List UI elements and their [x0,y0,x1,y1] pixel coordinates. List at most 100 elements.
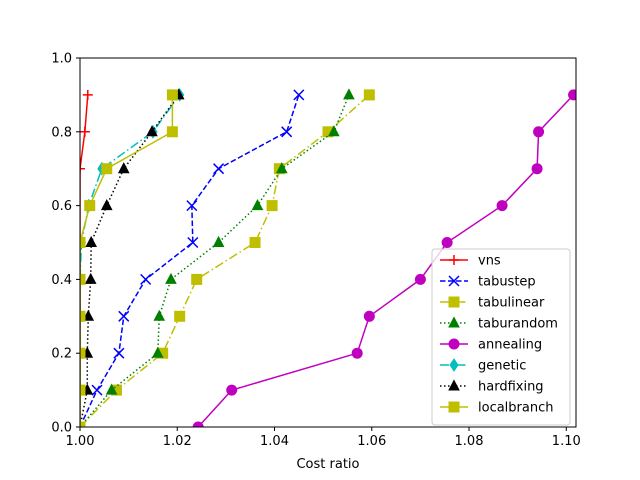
series-genetic [80,87,185,427]
data-point [166,126,178,138]
legend-item-hardfixing: hardfixing [440,379,544,395]
legend-label: hardfixing [478,380,544,395]
series-tabustep [80,89,305,427]
x-axis-label: Cost ratio [296,457,359,472]
data-point [266,200,278,212]
legend-marker [449,358,459,372]
data-point [293,89,305,101]
data-point [186,200,198,212]
axes-frame [79,57,577,428]
y-tick-label: 0.6 [51,199,72,214]
y-tick-label: 1.0 [51,52,72,67]
series-line [80,94,89,427]
legend-marker [449,255,459,265]
series-vns [80,89,93,427]
data-point [191,273,203,285]
legend-label: vns [478,254,501,269]
legend-item-localbranch: localbranch [440,401,553,416]
data-point [363,310,375,322]
data-point [226,384,238,396]
data-point [351,347,363,359]
data-point [80,421,86,427]
legend-label: tabulinear [478,296,545,311]
data-point [113,347,125,359]
data-point [153,309,166,321]
data-point [80,237,86,248]
data-point [80,347,86,359]
x-tick-label: 1.10 [552,434,581,449]
data-point [80,273,86,285]
y-axis: 0.0 0.2 0.4 0.6 0.8 1.0 [51,52,80,436]
data-point [441,237,453,248]
y-tick-label: 0.8 [51,125,72,140]
x-tick-label: 1.04 [260,434,289,449]
series-line [80,94,174,427]
data-point [91,384,103,396]
data-point [533,126,545,138]
data-point [213,163,225,175]
data-point [343,88,355,100]
data-point [328,125,340,137]
data-point [80,163,85,174]
legend-item-tabulinear: tabulinear [440,296,545,311]
legend-box [431,248,571,426]
data-point [85,235,98,247]
data-point [363,89,375,101]
data-point [531,163,543,175]
legend-label: tabustep [478,275,536,290]
legend-label: genetic [478,359,526,374]
data-point [187,236,199,249]
legend: vns tabustep tabulinear taburandom annealing… [431,248,571,426]
data-point [146,125,158,137]
x-axis: 1.00 1.02 1.04 1.06 1.08 1.10 [66,427,581,449]
legend-marker [448,275,460,287]
data-point [174,310,186,322]
legend-marker [448,379,460,391]
legend-marker [448,296,460,308]
x-tick-label: 1.02 [163,434,192,449]
data-point [281,126,293,138]
data-point [414,273,426,285]
data-point [100,199,113,211]
legend-item-taburandom: taburandom [440,316,558,332]
y-tick-label: 0.4 [51,273,72,288]
data-point [212,235,225,247]
data-point [117,162,130,174]
legend-marker [448,316,460,328]
x-tick-label: 1.06 [357,434,386,449]
legend-item-genetic: genetic [440,358,526,374]
data-point [80,126,90,137]
series-localbranch [80,89,178,427]
data-point [496,200,508,212]
series-line [80,94,300,427]
data-point [249,237,261,248]
legend-item-vns: vns [440,254,501,269]
legend-marker [448,338,460,350]
data-point [166,89,178,101]
legend-marker [448,401,460,413]
data-point [105,383,118,395]
y-tick-label: 0.0 [51,421,72,436]
legend-item-tabustep: tabustep [440,275,536,290]
legend-label: localbranch [478,401,553,416]
data-point [140,273,152,285]
y-tick-label: 0.2 [51,347,72,362]
x-tick-label: 1.00 [66,434,95,449]
data-point [151,346,164,358]
legend-label: taburandom [478,317,558,332]
data-point [192,421,204,427]
legend-label: annealing [478,338,542,353]
data-point [84,200,96,212]
series-line [80,94,350,427]
data-point [82,89,93,100]
data-point [80,310,86,322]
data-point [251,199,264,211]
data-point [82,309,95,321]
series-line [80,94,370,427]
data-point [80,384,86,396]
data-point [101,163,113,175]
legend-item-annealing: annealing [440,338,542,353]
x-tick-label: 1.08 [455,434,484,449]
series-line [80,94,181,427]
